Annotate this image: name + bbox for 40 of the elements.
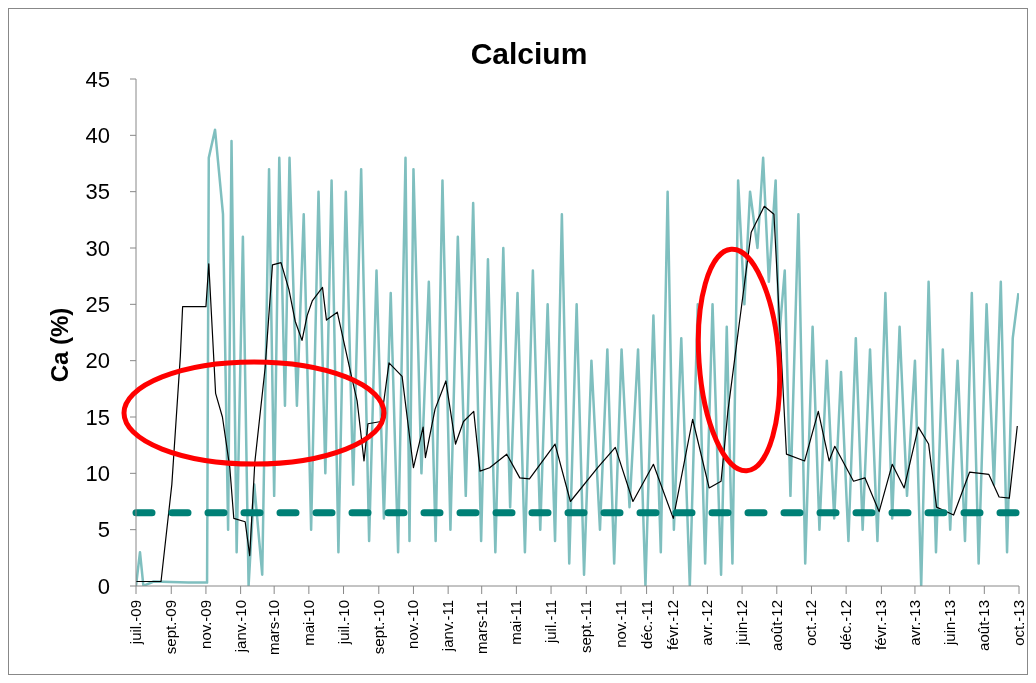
y-tick-label: 15: [85, 404, 110, 430]
y-tick-label: 0: [97, 573, 110, 599]
x-tick-label: févr.-12: [664, 600, 682, 651]
x-tick-label: juin-12: [733, 600, 751, 647]
y-tick-label: 5: [97, 517, 110, 543]
x-tick-label: avr.-13: [905, 600, 923, 646]
x-tick-label: oct.-12: [802, 600, 820, 646]
x-tick-label: août-12: [767, 600, 785, 651]
x-tick-label: mars-11: [472, 600, 490, 654]
y-tick-label: 10: [85, 461, 110, 487]
line-series: [136, 205, 1018, 583]
x-tick-label: août-13: [975, 600, 993, 651]
y-tick-label: 30: [85, 235, 110, 261]
x-tick-label: oct.-13: [1010, 600, 1027, 646]
x-tick-label: sept.-10: [369, 600, 387, 655]
x-tick-label: juil.-11: [542, 600, 560, 645]
x-tick-label: mai-11: [507, 600, 525, 645]
x-tick-label: nov.-10: [404, 600, 422, 649]
y-tick-label: 25: [85, 292, 110, 318]
x-tick-label: janv.-10: [231, 600, 249, 654]
x-tick-label: nov.-11: [612, 600, 629, 648]
x-tick-label: févr.-13: [872, 600, 890, 651]
x-tick-label: janv.-11: [439, 600, 457, 653]
chart-title: Calcium: [470, 37, 588, 70]
x-tick-label: mars-10: [265, 600, 283, 656]
x-tick-label: juil.-09: [127, 600, 144, 646]
x-tick-label: sept.-09: [162, 600, 180, 655]
y-tick-label: 40: [85, 123, 110, 149]
x-tick-label: mai-10: [299, 600, 317, 646]
y-tick-label: 35: [85, 179, 110, 205]
x-tick-label: sept.-11: [577, 600, 595, 654]
x-tick-label: déc.-12: [837, 600, 855, 651]
x-tick-label: nov.-09: [196, 600, 214, 649]
x-tick-label: juin-13: [940, 600, 958, 647]
x-tick-label: avr.-12: [698, 600, 716, 646]
y-tick-label: 20: [85, 348, 110, 374]
x-tick-label: déc.-11: [637, 600, 655, 649]
x-tick-label: juil.-10: [334, 600, 352, 646]
y-tick-label: 45: [85, 66, 110, 92]
y-axis-title: Ca (%): [46, 306, 74, 385]
